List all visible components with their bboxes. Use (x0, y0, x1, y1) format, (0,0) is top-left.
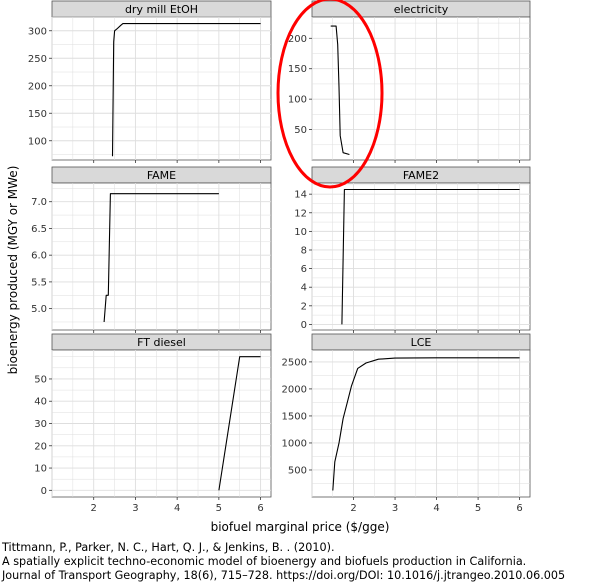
panel-title: FAME2 (403, 169, 439, 182)
panel-area (51, 16, 272, 161)
x-tick-label: 2 (91, 503, 97, 514)
x-tick-label: 3 (392, 503, 398, 514)
panel-title: FAME (147, 169, 176, 182)
y-tick-label: 2000 (282, 384, 307, 395)
y-tick-label: 250 (28, 54, 47, 65)
y-tick-label: 100 (288, 95, 307, 106)
y-tick-label: 2500 (282, 357, 307, 368)
panel-electricity: electricity 50 100 150 200 (288, 0, 531, 163)
panel-fame2: FAME2 0 2 4 6 8 10 12 14 (294, 166, 531, 333)
y-tick-label: 40 (34, 397, 47, 408)
y-tick-label: 6.5 (31, 224, 47, 235)
y-tick-label: 12 (294, 208, 307, 219)
panel-area (311, 182, 531, 331)
y-tick-label: 300 (28, 26, 47, 37)
x-axis-label: biofuel marginal price ($/gge) (211, 520, 390, 534)
panel-fame: FAME 5.0 5.5 6.0 6.5 7.0 (31, 166, 272, 333)
citation-line-2: A spatially explicit techno-economic mod… (2, 555, 527, 568)
x-tick-label: 3 (132, 503, 138, 514)
series-line-ft-diesel (218, 356, 261, 491)
y-tick-label: 30 (34, 419, 47, 430)
y-tick-label: 200 (288, 34, 307, 45)
y-tick-label: 20 (34, 441, 47, 452)
y-tick-label: 8 (301, 245, 307, 256)
y-tick-label: 200 (28, 81, 47, 92)
y-tick-label: 6.0 (31, 251, 47, 262)
y-tick-label: 50 (34, 374, 47, 385)
panels-layer: dry mill EtOH100150200250300electricity5… (28, 0, 531, 514)
y-tick-label: 14 (294, 190, 307, 201)
y-tick-label: 1000 (282, 438, 307, 449)
panel-area (311, 16, 531, 161)
panel-title: electricity (394, 3, 449, 16)
series-line-fame (103, 193, 219, 323)
series-line-fame2 (341, 188, 520, 325)
y-tick-label: 5.5 (31, 277, 47, 288)
y-tick-label: 0 (41, 486, 47, 497)
y-tick-label: 5.0 (31, 304, 47, 315)
y-tick-label: 0 (301, 320, 307, 331)
x-tick-label: 5 (216, 503, 222, 514)
y-tick-label: 6 (301, 264, 307, 275)
y-tick-label: 50 (294, 125, 307, 136)
panel-area (311, 349, 531, 498)
y-tick-label: 10 (294, 227, 307, 238)
highlight-ellipse (276, 0, 384, 189)
y-axis-label: bioenergy produced (MGY or MWe) (6, 166, 20, 375)
y-tick-label: 10 (34, 464, 47, 475)
citation-line-3: Journal of Transport Geography, 18(6), 7… (2, 569, 566, 582)
x-tick-label: 4 (174, 503, 180, 514)
y-tick-label: 4 (301, 283, 307, 294)
citation-line-1: Tittmann, P., Parker, N. C., Hart, Q. J.… (2, 541, 335, 554)
panel-title: LCE (411, 336, 432, 349)
faceted-chart: dry mill EtOH100150200250300electricity5… (6, 0, 531, 534)
panel-title: FT diesel (137, 336, 186, 349)
x-tick-label: 6 (257, 503, 263, 514)
series-line-lce (332, 357, 520, 491)
panel-ft-diesel: FT diesel 0 10 20 30 40 50 2 3 4 5 6 (34, 333, 272, 514)
y-tick-label: 150 (288, 64, 307, 75)
y-tick-label: 100 (28, 136, 47, 147)
y-tick-label: 2 (301, 301, 307, 312)
panel-area (51, 182, 272, 331)
x-tick-label: 6 (516, 503, 522, 514)
x-tick-label: 2 (350, 503, 356, 514)
panel-lce: LCE 500 1000 1500 2000 2500 2 3 4 5 6 (282, 333, 531, 514)
series-line-dry-mill-etoh (111, 23, 261, 157)
y-tick-label: 500 (288, 465, 307, 476)
panel-title: dry mill EtOH (125, 3, 198, 16)
panel-dry-mill-etoh: dry mill EtOH 100 150 200 250 300 (28, 0, 272, 163)
x-tick-label: 5 (475, 503, 481, 514)
y-tick-label: 150 (28, 109, 47, 120)
y-tick-label: 1500 (282, 411, 307, 422)
citation: Tittmann, P., Parker, N. C., Hart, Q. J.… (2, 541, 605, 583)
y-tick-label: 7.0 (31, 197, 47, 208)
series-line-electricity (330, 25, 350, 156)
x-tick-label: 4 (433, 503, 439, 514)
